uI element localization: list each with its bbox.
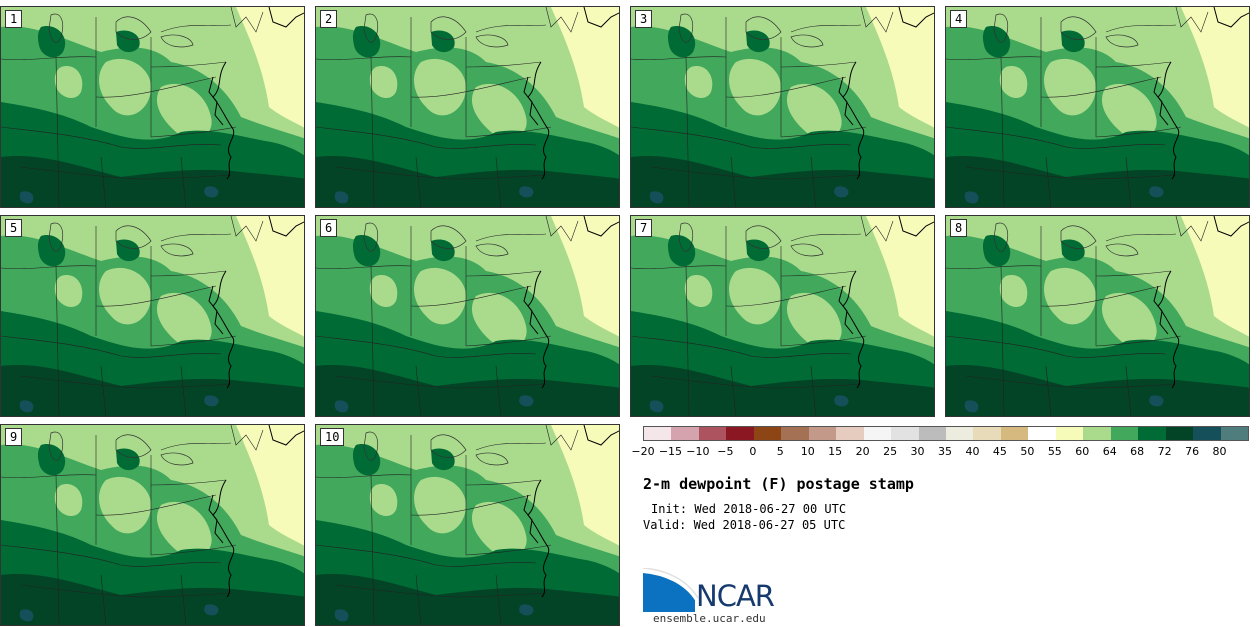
colorbar-tick-label: 72 xyxy=(1157,445,1172,458)
init-time: Init: Wed 2018-06-27 00 UTC xyxy=(651,502,847,516)
colorbar-swatch xyxy=(1193,427,1221,440)
colorbar-swatch xyxy=(1138,427,1166,440)
ncar-logo-text: NCAR xyxy=(696,579,775,613)
ensemble-member-map: 8 xyxy=(945,215,1250,417)
dewpoint-map-image xyxy=(946,216,1250,417)
colorbar-swatch xyxy=(1220,427,1248,440)
logo-url: ensemble.ucar.edu xyxy=(653,612,766,625)
colorbar-tick-label: 55 xyxy=(1047,445,1062,458)
colorbar-tick-label: 45 xyxy=(992,445,1007,458)
colorbar-tick-label: −10 xyxy=(686,445,710,458)
ncar-logo-icon xyxy=(643,568,699,612)
colorbar-swatch xyxy=(1055,427,1084,440)
ensemble-member-map: 10 xyxy=(315,424,620,626)
dewpoint-map-image xyxy=(946,7,1250,208)
colorbar-tick-label: −5 xyxy=(717,445,734,458)
dewpoint-map-image xyxy=(316,216,620,417)
ensemble-member-map: 5 xyxy=(0,215,305,417)
colorbar-swatch xyxy=(1000,427,1029,440)
dewpoint-map-image xyxy=(631,216,935,417)
colorbar-tick-label: −15 xyxy=(658,445,683,458)
dewpoint-map-image xyxy=(316,7,620,208)
colorbar-tick-label: 20 xyxy=(855,445,870,458)
colorbar-swatch xyxy=(781,427,809,440)
colorbar-tick-label: 64 xyxy=(1102,445,1117,458)
colorbar-swatch xyxy=(918,427,946,440)
colorbar-tick-labels: −20 −15 −10 −5 0 5 10 15 20 25 30 35 40 45 50 55 60 64 68 7… xyxy=(631,445,1247,459)
colorbar-swatch xyxy=(671,427,699,440)
colorbar-swatch xyxy=(1083,427,1111,440)
colorbar-swatch xyxy=(891,427,919,440)
colorbar-swatch xyxy=(698,427,727,440)
member-label: 5 xyxy=(5,219,23,237)
colorbar-tick-label: 50 xyxy=(1020,445,1035,458)
member-label: 3 xyxy=(635,10,653,28)
colorbar-swatch xyxy=(863,427,892,440)
ensemble-member-map: 4 xyxy=(945,6,1250,208)
colorbar-swatch xyxy=(945,427,974,440)
colorbar-swatch xyxy=(808,427,837,440)
dewpoint-colorbar xyxy=(643,426,1249,441)
colorbar-swatch xyxy=(644,427,672,440)
colorbar-swatch xyxy=(726,427,754,440)
colorbar-tick-label: 10 xyxy=(800,445,815,458)
dewpoint-map-image xyxy=(316,425,620,626)
ensemble-member-map: 6 xyxy=(315,215,620,417)
colorbar-tick-label: 15 xyxy=(828,445,843,458)
colorbar-swatch xyxy=(753,427,782,440)
colorbar-tick-label: 35 xyxy=(938,445,952,458)
member-label: 8 xyxy=(950,219,968,237)
colorbar-tick-label: 30 xyxy=(910,445,925,458)
member-label: 10 xyxy=(320,428,345,446)
colorbar-tick-label: 25 xyxy=(883,445,898,458)
colorbar-tick-label: 60 xyxy=(1075,445,1090,458)
colorbar-tick-label: 68 xyxy=(1130,445,1145,458)
ensemble-member-map: 7 xyxy=(630,215,935,417)
colorbar-swatch xyxy=(1165,427,1194,440)
colorbar-tick-label: 5 xyxy=(776,445,784,458)
ensemble-member-map: 9 xyxy=(0,424,305,626)
ensemble-member-map: 1 xyxy=(0,6,305,208)
colorbar-swatch xyxy=(973,427,1001,440)
colorbar-tick-label: 40 xyxy=(965,445,980,458)
member-label: 2 xyxy=(320,10,338,28)
colorbar-tick-label: −20 xyxy=(631,445,655,458)
colorbar-swatch xyxy=(1028,427,1056,440)
member-label: 4 xyxy=(950,10,968,28)
dewpoint-map-image xyxy=(1,216,305,417)
member-label: 1 xyxy=(5,10,23,28)
colorbar-tick-label: 0 xyxy=(749,445,757,458)
dewpoint-map-image xyxy=(1,7,305,208)
colorbar-swatch xyxy=(1110,427,1139,440)
dewpoint-map-image xyxy=(1,425,305,626)
dewpoint-map-image xyxy=(631,7,935,208)
ensemble-member-map: 3 xyxy=(630,6,935,208)
plot-title: 2-m dewpoint (F) postage stamp xyxy=(643,475,914,493)
ensemble-member-map: 2 xyxy=(315,6,620,208)
colorbar-swatch xyxy=(836,427,864,440)
member-label: 6 xyxy=(320,219,338,237)
colorbar-tick-label: 80 xyxy=(1212,445,1227,458)
member-label: 9 xyxy=(5,428,23,446)
valid-time: Valid: Wed 2018-06-27 05 UTC xyxy=(643,518,846,532)
member-label: 7 xyxy=(635,219,653,237)
colorbar-tick-label: 76 xyxy=(1185,445,1200,458)
